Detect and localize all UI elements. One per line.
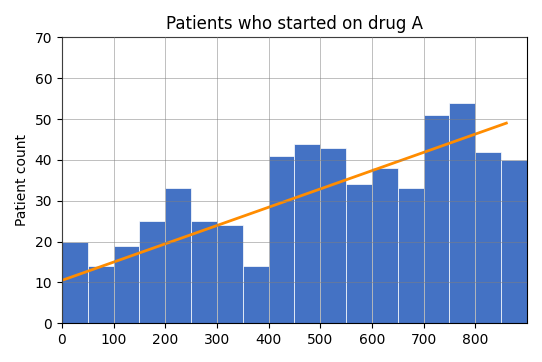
Y-axis label: Patient count: Patient count xyxy=(15,134,29,226)
Bar xyxy=(475,152,501,323)
Bar xyxy=(346,184,372,323)
Bar xyxy=(269,156,294,323)
Bar xyxy=(372,168,398,323)
Bar xyxy=(320,148,346,323)
Bar xyxy=(243,266,269,323)
Bar xyxy=(424,115,449,323)
Bar xyxy=(217,225,243,323)
Bar xyxy=(501,160,527,323)
Bar xyxy=(191,221,217,323)
Bar xyxy=(449,103,475,323)
Bar xyxy=(114,246,139,323)
Bar xyxy=(139,221,165,323)
Bar xyxy=(88,266,114,323)
Bar xyxy=(165,189,191,323)
Bar xyxy=(398,189,424,323)
Bar xyxy=(294,144,320,323)
Bar xyxy=(62,241,88,323)
Title: Patients who started on drug A: Patients who started on drug A xyxy=(166,15,423,33)
